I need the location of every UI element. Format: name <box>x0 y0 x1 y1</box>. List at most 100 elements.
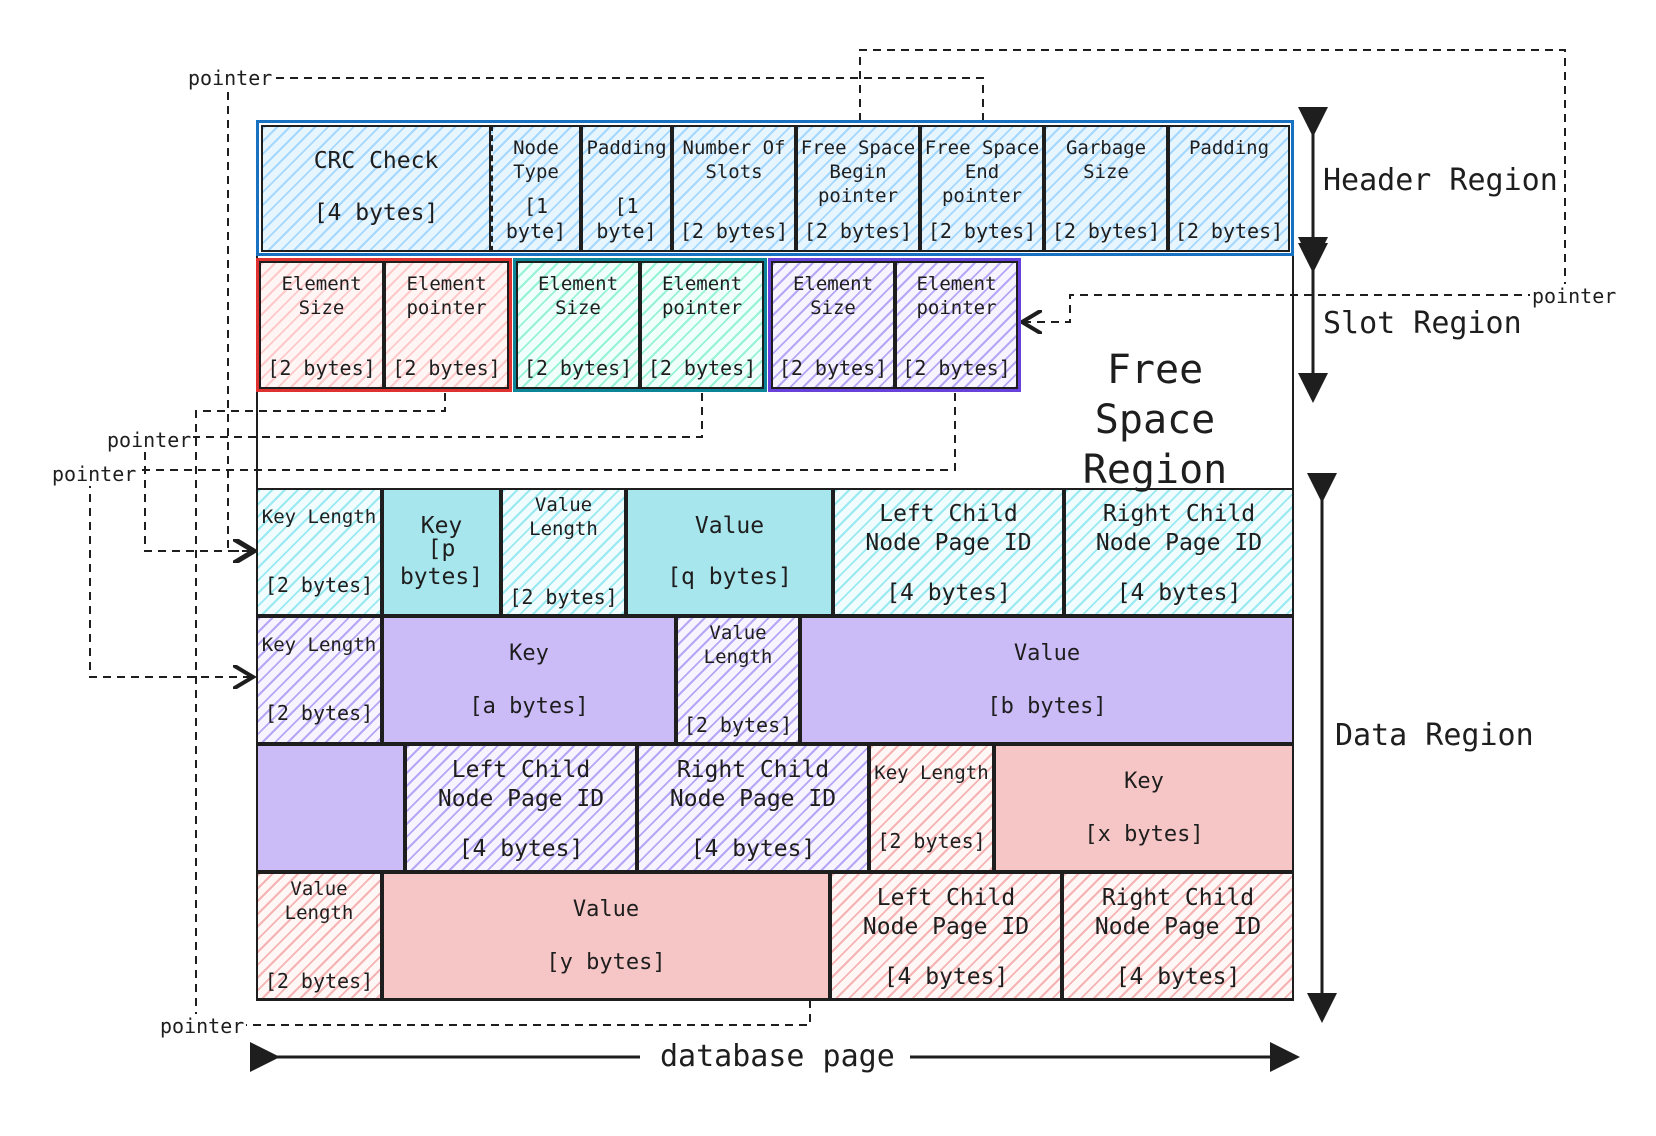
row4-left-child: Left Child Node Page ID [4 bytes] <box>830 872 1062 1000</box>
row1-left-child-size: [4 bytes] <box>886 580 1011 607</box>
slot3-element-size: Element Size [2 bytes] <box>771 261 895 389</box>
row1-key-length-size: [2 bytes] <box>264 573 374 597</box>
garbage-size-size: [2 bytes] <box>1051 219 1161 243</box>
padding2-cell: Padding [2 bytes] <box>1168 125 1290 252</box>
slot1-element-size-label: Element Size <box>281 273 362 319</box>
number-of-slots-cell: Number Of Slots [2 bytes] <box>672 125 796 252</box>
slot1-element-size: Element Size [2 bytes] <box>259 261 384 389</box>
header-region-label: Header Region <box>1323 163 1558 198</box>
node-type-cell: Node Type [1 byte] <box>491 125 581 252</box>
pointer-label-left2: pointer <box>50 462 139 486</box>
garbage-size-cell: Garbage Size [2 bytes] <box>1044 125 1168 252</box>
slot2-element-pointer-label: Element pointer <box>661 273 743 319</box>
slot2-element-pointer: Element pointer [2 bytes] <box>640 261 764 389</box>
row3-key-length: Key Length [2 bytes] <box>869 744 994 872</box>
row3-left-child-size: [4 bytes] <box>458 836 584 863</box>
row4-right-child-label: Right Child Node Page ID <box>1094 885 1262 940</box>
row2-value-label: Value <box>1013 641 1081 666</box>
row2-key-length-label: Key Length <box>261 634 377 656</box>
slot3-element-pointer-label: Element pointer <box>916 273 997 319</box>
row2-key-size: [a bytes] <box>469 693 589 719</box>
row4-value-length: Value Length [2 bytes] <box>256 872 382 1000</box>
row1-key-size: [p bytes] <box>399 535 484 591</box>
row1-value: Value [q bytes] <box>626 488 833 616</box>
free-space-begin-size: [2 bytes] <box>803 219 913 243</box>
row2-key-length-size: [2 bytes] <box>264 701 374 725</box>
number-of-slots-size: [2 bytes] <box>679 219 789 243</box>
row4-right-child: Right Child Node Page ID [4 bytes] <box>1062 872 1294 1000</box>
pointer-label-right: pointer <box>1530 284 1619 308</box>
padding1-label: Padding <box>586 137 667 159</box>
row1-key-length-label: Key Length <box>261 506 377 528</box>
slot1-element-pointer: Element pointer [2 bytes] <box>384 261 509 389</box>
row3-key: Key [x bytes] <box>994 744 1294 872</box>
database-page-label: database page <box>660 1039 895 1074</box>
slot3-element-pointer: Element pointer [2 bytes] <box>895 261 1018 389</box>
garbage-size-label: Garbage Size <box>1065 137 1147 183</box>
slot1-element-pointer-size: [2 bytes] <box>392 356 501 380</box>
free-space-end-size: [2 bytes] <box>927 219 1037 243</box>
row2-value-size: [b bytes] <box>987 693 1107 719</box>
row4-left-child-label: Left Child Node Page ID <box>862 885 1030 940</box>
row2-value-length: Value Length [2 bytes] <box>676 616 800 744</box>
row1-left-child-label: Left Child Node Page ID <box>865 501 1032 556</box>
slot3-element-size-label: Element Size <box>792 273 874 319</box>
row1-right-child: Right Child Node Page ID [4 bytes] <box>1064 488 1294 616</box>
row3-value-continuation <box>256 744 405 872</box>
row1-right-child-size: [4 bytes] <box>1116 580 1242 607</box>
row4-value-length-size: [2 bytes] <box>264 969 374 993</box>
row2-key: Key [a bytes] <box>382 616 676 744</box>
crc-check-label: CRC Check <box>313 148 439 174</box>
row3-key-size: [x bytes] <box>1084 821 1204 847</box>
row1-value-length-label: Value Length <box>529 494 598 540</box>
slot2-element-size-size: [2 bytes] <box>523 356 633 380</box>
row3-key-length-size: [2 bytes] <box>877 829 986 853</box>
slot2-element-size: Element Size [2 bytes] <box>516 261 640 389</box>
row1-value-size: [q bytes] <box>667 564 792 591</box>
row3-left-child: Left Child Node Page ID [4 bytes] <box>405 744 637 872</box>
crc-check-cell: CRC Check [4 bytes] <box>261 125 491 252</box>
slot1-element-size-size: [2 bytes] <box>267 356 376 380</box>
slot2-element-pointer-size: [2 bytes] <box>647 356 757 380</box>
row2-value-length-size: [2 bytes] <box>683 713 793 737</box>
row4-left-child-size: [4 bytes] <box>883 964 1009 991</box>
slot2-element-size-label: Element Size <box>537 273 619 319</box>
row1-value-label: Value <box>694 513 765 539</box>
row2-value: Value [b bytes] <box>800 616 1294 744</box>
free-space-begin-cell: Free Space Begin pointer [2 bytes] <box>796 125 920 252</box>
row3-key-label: Key <box>1124 769 1164 794</box>
free-space-end-cell: Free Space End pointer [2 bytes] <box>920 125 1044 252</box>
padding2-label: Padding <box>1188 137 1270 159</box>
row1-value-length-size: [2 bytes] <box>509 585 618 609</box>
row4-value-label: Value <box>572 897 640 922</box>
row1-right-child-label: Right Child Node Page ID <box>1095 501 1263 556</box>
row1-key-length: Key Length [2 bytes] <box>256 488 382 616</box>
row1-value-length: Value Length [2 bytes] <box>501 488 626 616</box>
free-space-region-label: Free Space Region <box>1082 347 1228 493</box>
row3-right-child-label: Right Child Node Page ID <box>669 757 837 812</box>
node-type-label: Node Type <box>513 137 559 183</box>
number-of-slots-label: Number Of Slots <box>682 137 786 183</box>
row2-key-label: Key <box>509 641 549 666</box>
slot-region-label: Slot Region <box>1323 306 1522 341</box>
padding1-cell: Padding [1 byte] <box>581 125 672 252</box>
pointer-label-bottom: pointer <box>158 1014 247 1038</box>
row1-key-label: Key <box>420 513 463 539</box>
row3-left-child-label: Left Child Node Page ID <box>437 757 605 812</box>
row4-value: Value [y bytes] <box>382 872 830 1000</box>
row2-key-length: Key Length [2 bytes] <box>256 616 382 744</box>
padding1-size: [1 byte] <box>596 194 657 243</box>
pointer-line-slot2 <box>144 393 703 551</box>
row2-value-length-label: Value Length <box>703 622 773 668</box>
slot3-element-pointer-size: [2 bytes] <box>902 356 1011 380</box>
slot1-element-pointer-label: Element pointer <box>406 273 487 319</box>
crc-check-size: [4 bytes] <box>313 200 439 227</box>
free-space-end-label: Free Space End pointer <box>924 137 1040 207</box>
pointer-label-top: pointer <box>186 66 275 90</box>
free-space-begin-label: Free Space Begin pointer <box>800 137 916 207</box>
pointer-label-left1: pointer <box>105 428 194 452</box>
row4-value-length-label: Value Length <box>284 878 354 924</box>
slot3-element-size-size: [2 bytes] <box>778 356 888 380</box>
pointer-line-fs-begin <box>859 49 1566 322</box>
data-region-label: Data Region <box>1335 718 1534 753</box>
